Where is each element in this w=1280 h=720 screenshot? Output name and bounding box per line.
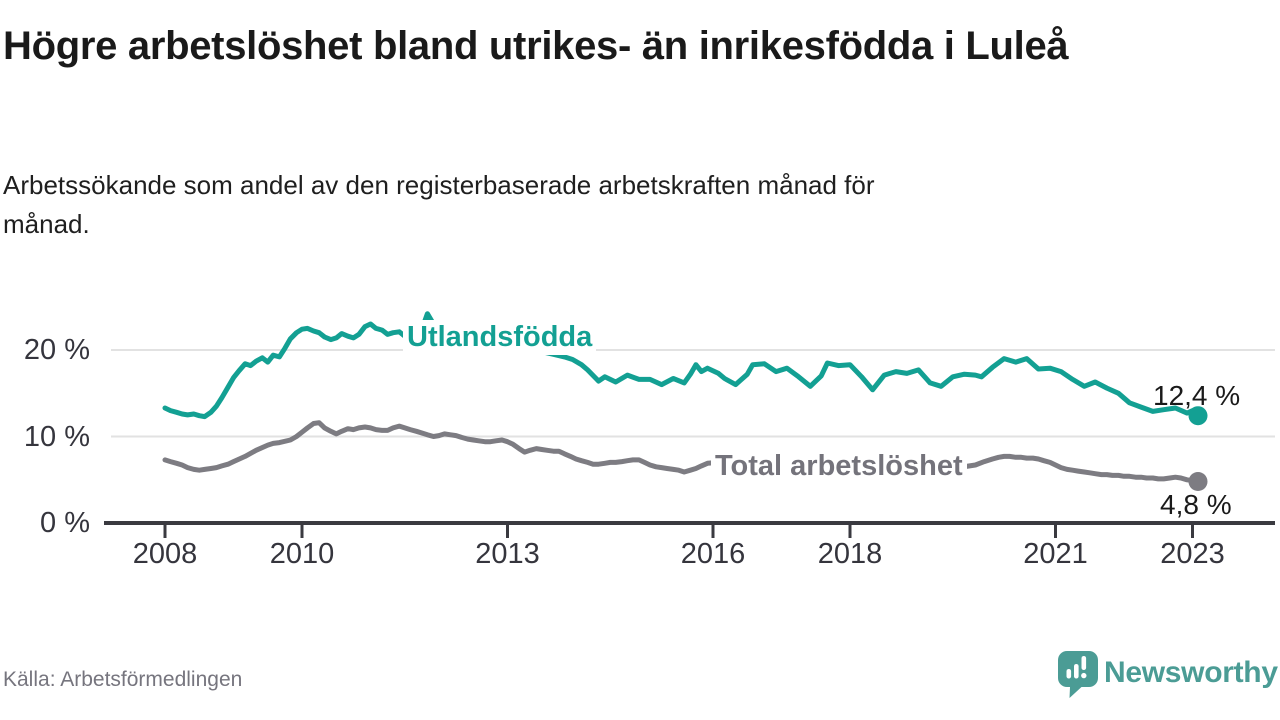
page-title: Högre arbetslöshet bland utrikes- än inr…	[3, 24, 1069, 68]
x-tick-label-2023: 2023	[1160, 538, 1225, 570]
exclamation-bar	[1081, 656, 1087, 670]
series-line-1	[162, 420, 1201, 484]
bar-chart-bar-medium	[1074, 664, 1079, 679]
end-value-label-utlandsfodda: 12,4 %	[1153, 380, 1241, 411]
newsworthy-logo-icon	[1058, 651, 1098, 698]
series-end-dot-0	[1188, 406, 1208, 426]
page-subtitle: Arbetssökande som andel av den registerb…	[3, 170, 875, 239]
x-tick-label-2008: 2008	[132, 538, 198, 570]
x-tick-label-2016: 2016	[680, 538, 746, 570]
y-tick-label-20-percent: 20 %	[23, 334, 90, 366]
end-value-label-total: 4,8 %	[1160, 489, 1232, 520]
series-label-utlandsfodda: Utlandsfödda	[403, 320, 597, 355]
exclamation-dot	[1081, 672, 1087, 679]
x-tick-label-2018: 2018	[817, 538, 883, 570]
y-tick-label-10-percent: 10 %	[23, 420, 90, 453]
series-end-dot-1	[1188, 472, 1208, 491]
series-label-total-arbetsloshet: Total arbetslöshet	[711, 449, 967, 484]
newsworthy-logo: Newsworthy	[1056, 649, 1280, 699]
x-tick-label-2010: 2010	[269, 538, 335, 570]
x-tick-label-2013: 2013	[475, 538, 540, 570]
bar-chart-bar-small	[1066, 669, 1072, 679]
series-line-0	[162, 311, 1201, 420]
y-tick-label-0-percent: 0 %	[40, 507, 90, 539]
x-tick-label-2021: 2021	[1023, 538, 1088, 570]
source-attribution: Källa: Arbetsförmedlingen	[3, 668, 243, 691]
newsworthy-logo-text: Newsworthy	[1104, 656, 1278, 689]
